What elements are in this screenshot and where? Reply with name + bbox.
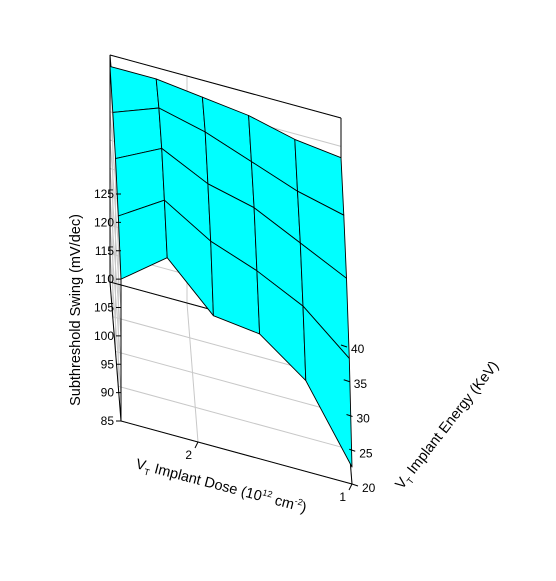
x-tick [348, 483, 353, 491]
y-tick-label: 40 [351, 342, 365, 356]
y-tick [346, 414, 353, 417]
y-axis-title: VT Implant Energy (KeV) [393, 358, 504, 493]
x-axis-title-sup1: 12 [261, 487, 273, 499]
x-axis-title-sup2: -2 [294, 496, 304, 508]
x-tick-label: 1 [339, 490, 346, 504]
x-axis-title-unit: cm [269, 492, 296, 513]
z-axis-title: Subthreshold Swing (mV/dec) [68, 214, 84, 406]
y-tick [351, 483, 359, 487]
y-tick [343, 379, 350, 383]
surface [109, 65, 353, 468]
x-tick [194, 441, 199, 449]
y-tick-label: 35 [354, 377, 368, 391]
z-tick-label: 125 [94, 187, 114, 201]
y-tick-label: 20 [362, 481, 376, 495]
z-tick-label: 110 [95, 272, 114, 286]
z-tick-label: 85 [101, 414, 115, 428]
y-tick-label: 30 [357, 412, 371, 426]
y-axis-title-rest: Implant Energy (KeV) [402, 358, 502, 480]
x-tick-label: 2 [185, 448, 192, 462]
z-tick-label: 120 [94, 215, 114, 229]
y-tick-label: 25 [359, 446, 373, 460]
z-tick-label: 115 [95, 244, 114, 258]
z-tick-label: 100 [94, 329, 114, 343]
z-tick-label: 90 [101, 386, 115, 400]
z-tick-label: 105 [94, 301, 114, 315]
box-edge [109, 281, 122, 422]
y-tick [349, 448, 356, 452]
x-axis-title: VT Implant Dose (1012 cm-2) [133, 454, 308, 518]
surface-patch [109, 65, 160, 113]
z-tick-label: 95 [101, 357, 115, 371]
y-tick [340, 344, 348, 348]
x-axis-title-v: V [134, 456, 148, 474]
x-axis-title-close: ) [299, 500, 308, 517]
y-axis-title-sub: T [405, 475, 417, 486]
box-edge [109, 54, 342, 119]
surface-patch [302, 305, 353, 468]
x-axis-title-sub: T [143, 467, 151, 478]
box-edge [120, 420, 353, 485]
x-axis-title-rest: Implant Dose (10 [149, 460, 264, 505]
